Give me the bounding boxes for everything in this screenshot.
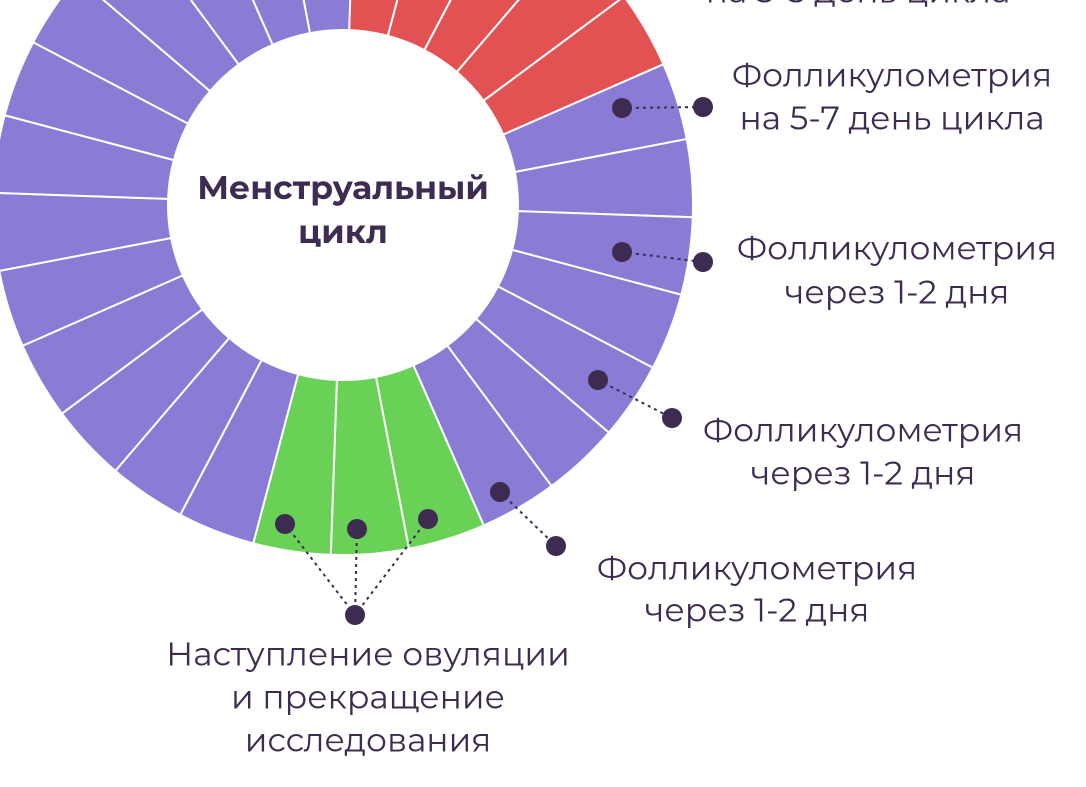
ring-segment <box>31 0 212 125</box>
connector <box>284 523 356 616</box>
ring-segment <box>0 192 173 272</box>
annotation: Фолликулометрия <box>737 229 1057 269</box>
annotation: на 3-5 день цикла <box>706 0 1011 12</box>
dot <box>275 514 295 534</box>
annotation: исследования <box>245 721 492 761</box>
ring-segment <box>189 0 274 66</box>
annotation: Фолликулометрия <box>597 549 917 589</box>
annotation: на 5-7 день цикла <box>739 99 1044 139</box>
center-label: Менструальный <box>197 168 489 208</box>
dot <box>345 605 365 625</box>
annotation: Фолликулометрия <box>703 411 1023 451</box>
dot <box>662 408 682 428</box>
annotation: и прекращение <box>231 678 505 718</box>
center-label: цикл <box>298 212 388 252</box>
ring-segment <box>455 0 621 103</box>
ring-segment <box>102 0 241 93</box>
dot <box>546 536 566 556</box>
annotation: Фолликулометрия <box>732 56 1052 96</box>
cycle-ring <box>0 0 694 556</box>
dot <box>588 370 608 390</box>
dots <box>275 97 713 625</box>
ring-segment <box>348 0 399 38</box>
dot <box>693 252 713 272</box>
dot <box>347 519 367 539</box>
annotation: через 1-2 дня <box>785 273 1010 313</box>
ring-segment <box>423 0 520 74</box>
connector <box>354 518 429 616</box>
connectors <box>284 106 704 616</box>
ring-segment <box>302 0 352 35</box>
ring-segment <box>251 0 312 47</box>
dot <box>612 98 632 118</box>
annotation: через 1-2 дня <box>751 454 976 494</box>
dot <box>693 97 713 117</box>
ring-segment <box>0 236 185 348</box>
connector <box>354 528 358 616</box>
ring-segment <box>386 0 452 52</box>
dot <box>612 242 632 262</box>
annotation: через 1-2 дня <box>645 591 870 631</box>
dot <box>490 482 510 502</box>
annotation: Наступление овуляции <box>166 635 570 675</box>
dot <box>418 509 438 529</box>
connector <box>499 491 557 547</box>
